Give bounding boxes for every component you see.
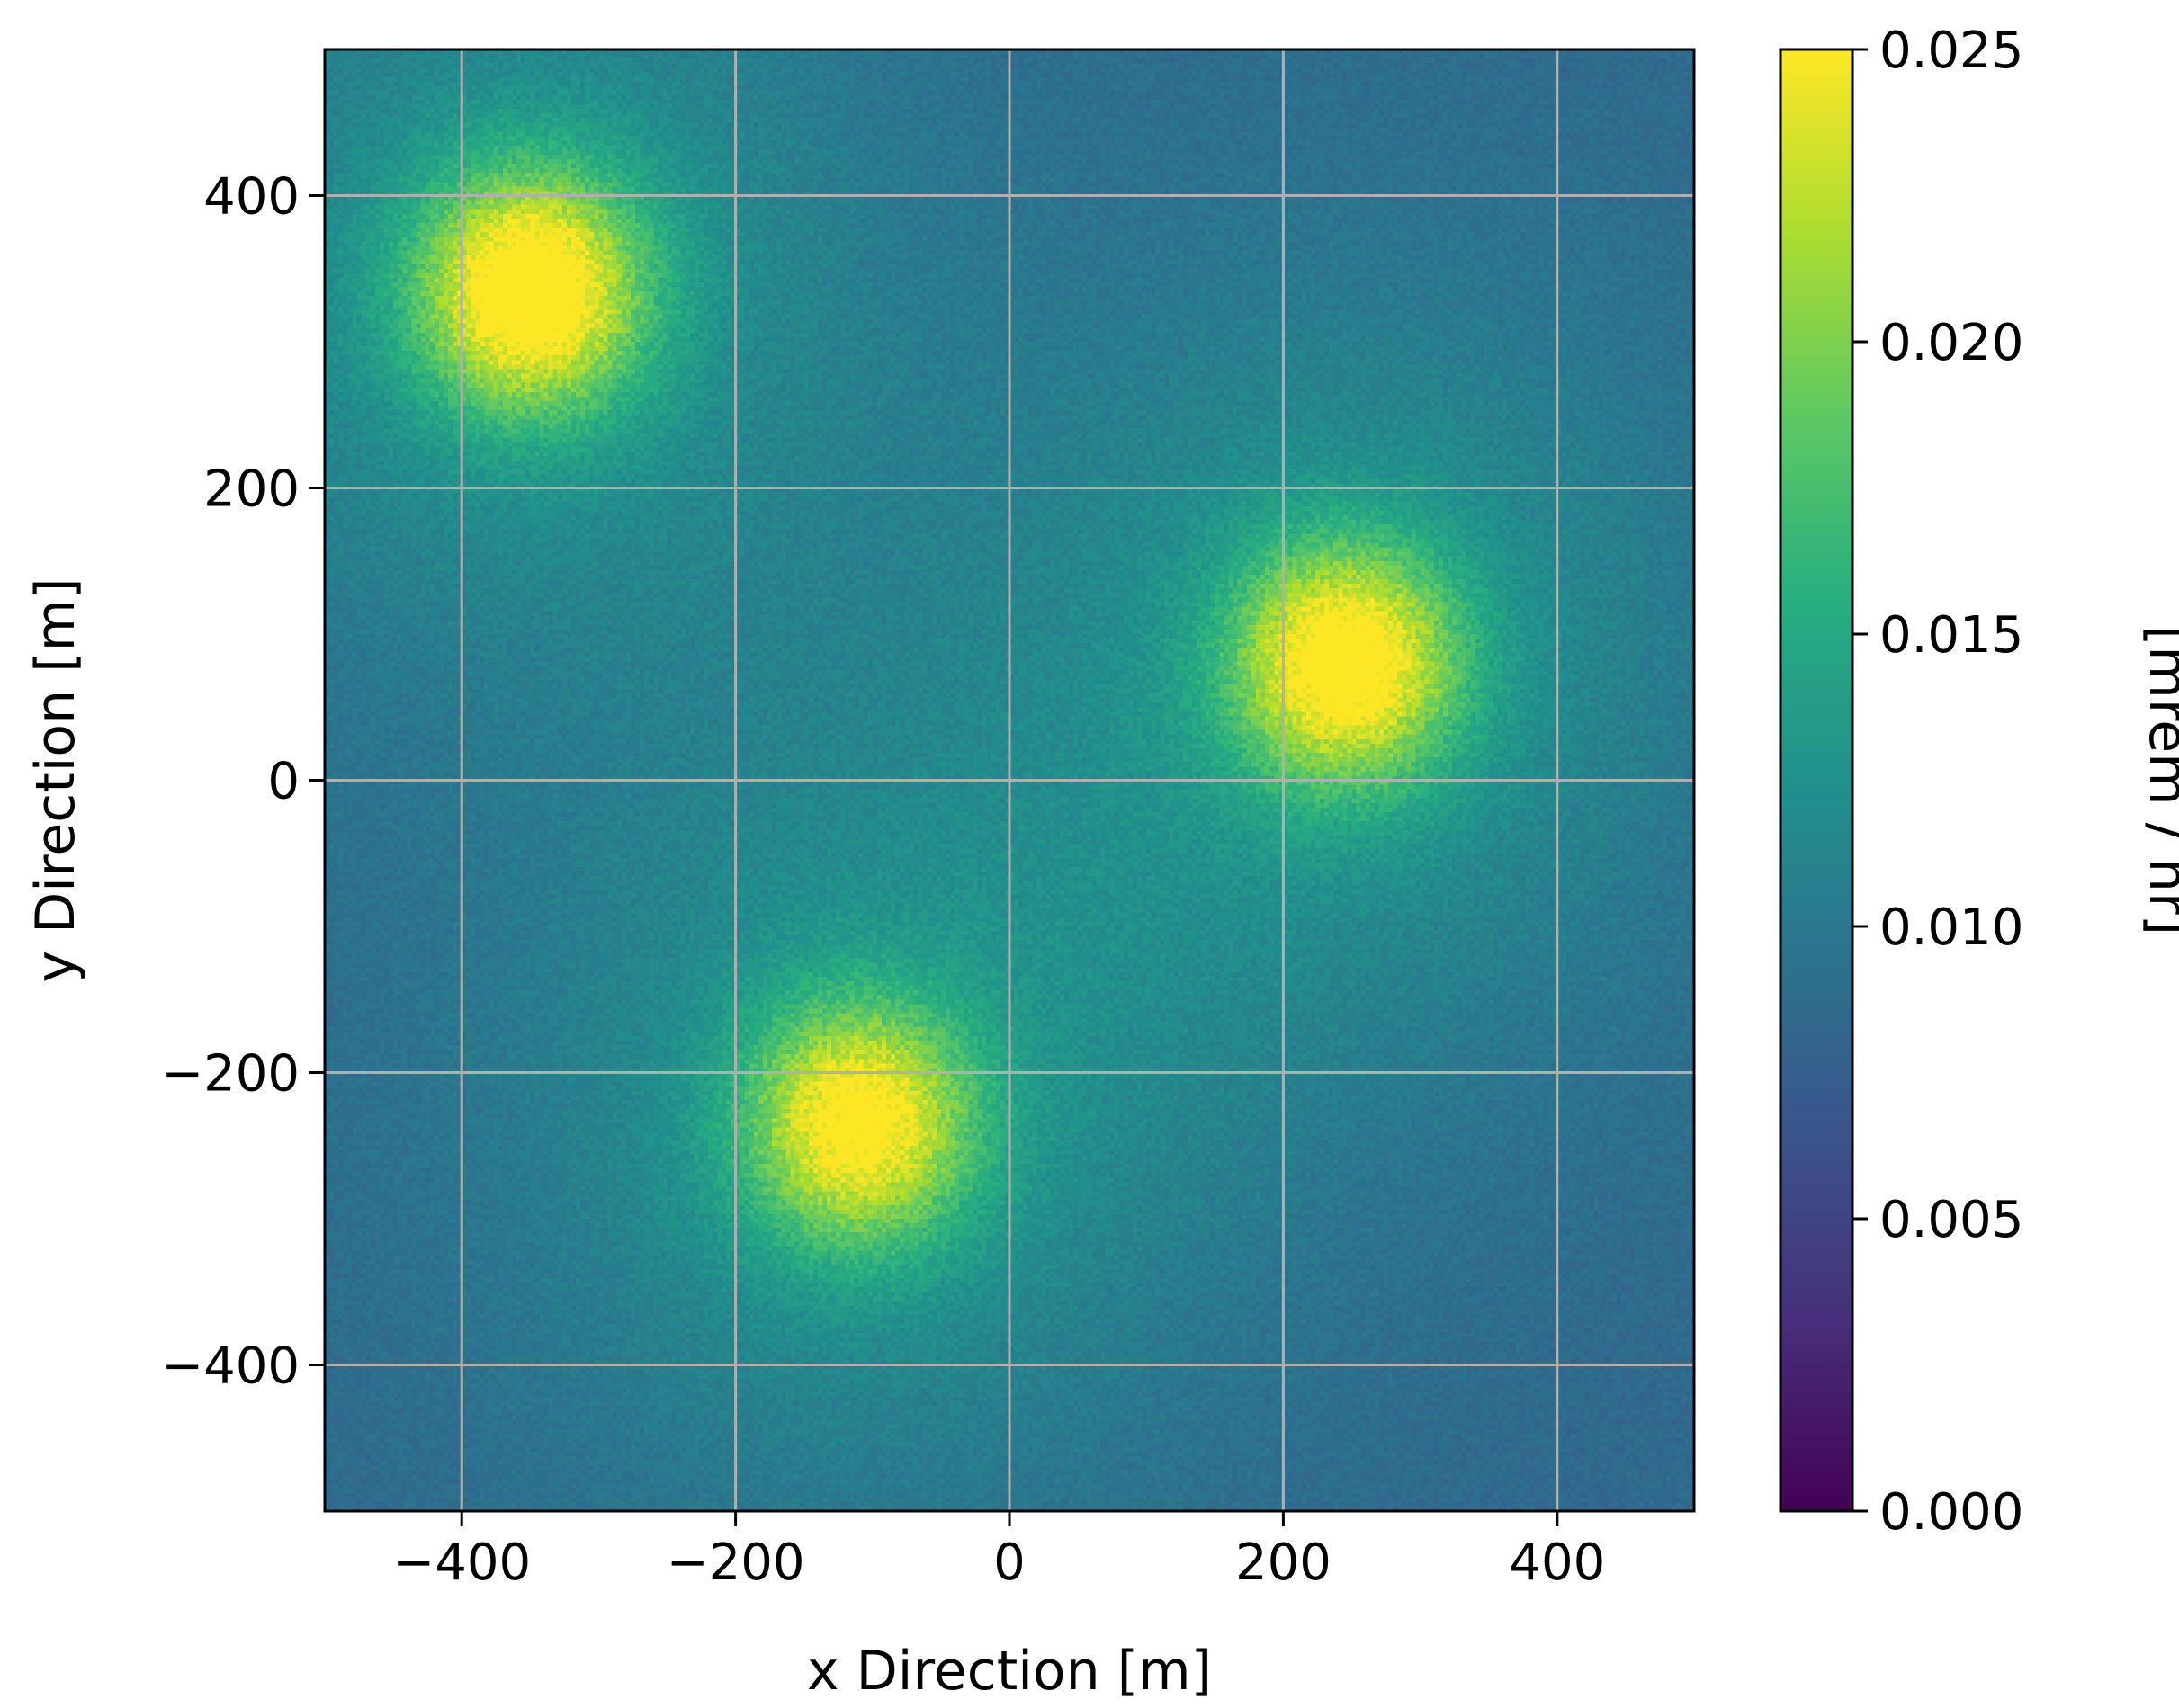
- colorbar-ticks: 0.000 0.005 0.010 0.015 0.020 0.025: [1852, 22, 2023, 1542]
- colorbar-tick-label: 0.005: [1879, 1191, 2023, 1249]
- colorbar-tick-label: 0.020: [1879, 314, 2023, 372]
- x-tick-label: −400: [392, 1534, 531, 1592]
- y-tick-label: −200: [161, 1045, 300, 1104]
- x-tick-label: −200: [667, 1534, 805, 1592]
- y-axis-ticks: −400 −200 0 200 400: [161, 168, 325, 1396]
- grid-lines: [325, 49, 1694, 1511]
- y-axis-label: y Direction [m]: [24, 578, 87, 983]
- x-tick-label: 200: [1235, 1534, 1332, 1592]
- colorbar-tick-label: 0.015: [1879, 606, 2023, 665]
- colorbar-tick-label: 0.000: [1879, 1483, 2023, 1542]
- x-tick-label: 0: [993, 1534, 1026, 1592]
- x-tick-label: 400: [1509, 1534, 1605, 1592]
- colorbar-tick-label: 0.025: [1879, 22, 2023, 80]
- y-tick-label: −400: [161, 1337, 300, 1396]
- x-axis-ticks: −400 −200 0 200 400: [392, 1511, 1605, 1592]
- y-tick-label: 400: [203, 168, 300, 227]
- y-tick-label: 200: [203, 461, 300, 519]
- y-tick-label: 0: [267, 753, 300, 811]
- x-axis-label: x Direction [m]: [807, 1640, 1212, 1703]
- colorbar-tick-label: 0.010: [1879, 899, 2023, 957]
- colorbar-label: [mrem / hr]: [2137, 625, 2179, 935]
- colorbar: [1779, 48, 1854, 1513]
